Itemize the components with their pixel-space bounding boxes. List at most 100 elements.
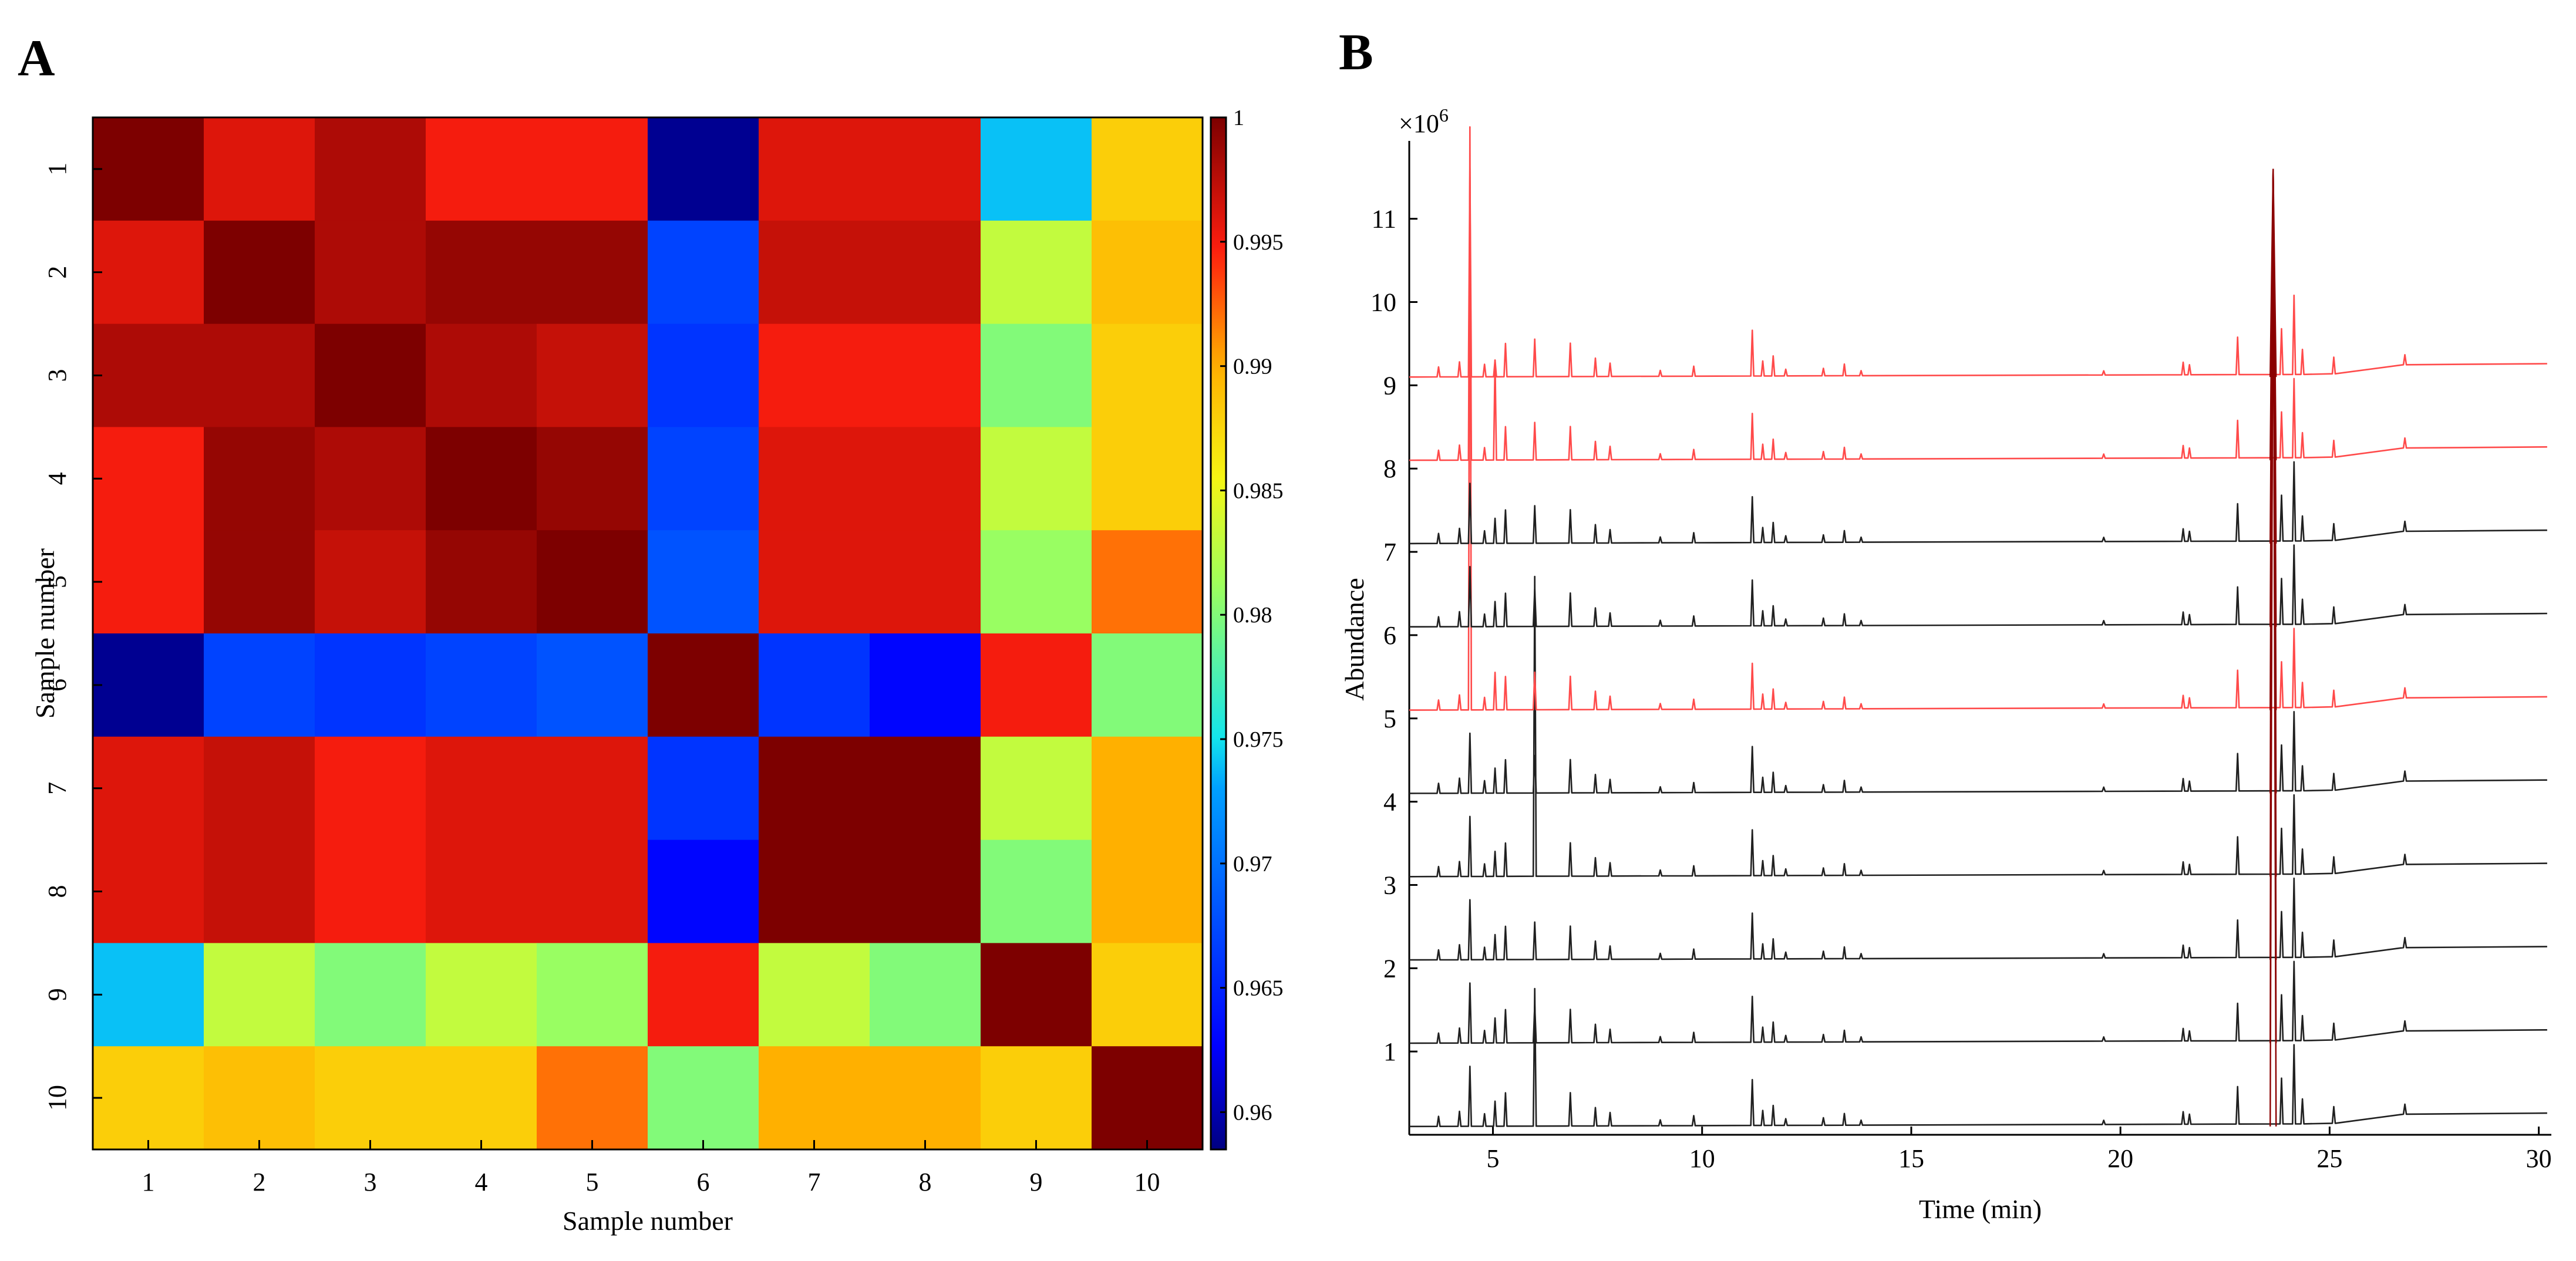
chromatogram-series-line	[1409, 877, 2547, 961]
heatmap-cell	[537, 1046, 648, 1150]
heatmap-cell	[315, 117, 426, 221]
heatmap-cell	[870, 530, 981, 634]
heatmap-cell	[537, 117, 648, 221]
heatmap-cell	[759, 839, 870, 943]
chromatogram-x-tick-label: 10	[1689, 1144, 1715, 1173]
heatmap-cell	[648, 839, 759, 943]
heatmap-x-tick-label: 8	[919, 1168, 932, 1196]
colorbar-gradient	[1211, 117, 1226, 1149]
heatmap-x-tick-label: 5	[586, 1168, 599, 1196]
heatmap-cell	[648, 117, 759, 221]
heatmap-cell	[315, 736, 426, 841]
chromatogram-series-line	[1409, 126, 2547, 711]
heatmap-cell	[315, 943, 426, 1047]
heatmap-cell	[537, 633, 648, 737]
chromatogram-y-tick-label: 11	[1372, 205, 1396, 234]
heatmap-cell	[1092, 117, 1203, 221]
heatmap-cell	[981, 220, 1092, 325]
heatmap-cell	[981, 117, 1092, 221]
heatmap-cell	[204, 736, 315, 841]
heatmap-cell	[204, 1046, 315, 1150]
heatmap-cell	[870, 633, 981, 737]
heatmap-y-tick-label: 7	[43, 782, 72, 795]
heatmap-cell	[426, 943, 537, 1047]
colorbar-frame	[1210, 116, 1227, 1151]
heatmap-cell	[1092, 1046, 1203, 1150]
chromatogram-x-tick-label: 25	[2316, 1144, 2342, 1173]
heatmap-y-tick-label: 4	[43, 472, 72, 485]
heatmap-cell	[93, 323, 204, 427]
y-multiplier-label: ×106	[1399, 104, 1449, 138]
heatmap-cell	[759, 323, 870, 427]
heatmap-cell	[315, 633, 426, 737]
heatmap-cell	[648, 530, 759, 634]
heatmap-x-tick-label: 4	[475, 1168, 488, 1196]
heatmap-cell	[537, 427, 648, 531]
heatmap-cell	[1092, 633, 1203, 737]
heatmap-cell	[759, 530, 870, 634]
chromatogram-y-tick-label: 5	[1383, 704, 1396, 733]
heatmap-cell	[1092, 220, 1203, 325]
heatmap-cell	[870, 1046, 981, 1150]
heatmap-cell	[426, 220, 537, 325]
heatmap-x-tick-label: 10	[1134, 1168, 1160, 1196]
heatmap-cell	[93, 633, 204, 737]
heatmap-cell	[870, 736, 981, 841]
colorbar-tick-label: 0.99	[1233, 355, 1272, 379]
heatmap-cell	[981, 839, 1092, 943]
chromatogram-y-tick-label: 1	[1383, 1037, 1396, 1066]
heatmap-y-tick-label: 1	[43, 163, 72, 176]
heatmap-cell	[315, 839, 426, 943]
heatmap-cell	[315, 323, 426, 427]
chromatogram-y-tick-label: 3	[1383, 871, 1396, 899]
heatmap-x-tick-label: 3	[364, 1168, 377, 1196]
heatmap-cell	[1092, 839, 1203, 943]
chromatogram-main-peak	[2269, 168, 2277, 377]
heatmap-cell	[315, 427, 426, 531]
heatmap-x-tick-label: 9	[1030, 1168, 1043, 1196]
heatmap-cell	[981, 1046, 1092, 1150]
colorbar-tick-label: 0.995	[1233, 230, 1284, 255]
y-multiplier-base: ×10	[1399, 109, 1439, 138]
chromatogram-y-tick-label: 4	[1383, 788, 1396, 817]
heatmap-cell	[93, 943, 204, 1047]
heatmap-cell	[93, 220, 204, 325]
chromatogram-series-line	[1409, 544, 2547, 628]
heatmap-cell	[981, 633, 1092, 737]
colorbar-tick-label: 0.96	[1233, 1100, 1272, 1125]
heatmap-cell	[648, 427, 759, 531]
heatmap-cell	[93, 839, 204, 943]
chromatogram-series-line	[1409, 176, 2547, 461]
heatmap-x-axis-label: Sample number	[563, 1206, 733, 1236]
heatmap-cell	[870, 117, 981, 221]
chromatogram-series-line	[1409, 987, 2547, 1128]
heatmap-cell	[537, 220, 648, 325]
chromatogram-series-line	[1409, 575, 2547, 878]
chromatogram-y-axis-label: Abundance	[1339, 578, 1369, 700]
heatmap-cell	[759, 943, 870, 1047]
heatmap-x-tick-label: 6	[697, 1168, 710, 1196]
heatmap-cell	[537, 839, 648, 943]
heatmap-x-tick-label: 2	[253, 1168, 266, 1196]
heatmap-cell	[870, 427, 981, 531]
heatmap-y-tick-label: 8	[43, 885, 72, 898]
chromatogram-y-tick-label: 10	[1371, 288, 1396, 317]
heatmap-y-tick-label: 10	[43, 1085, 72, 1111]
heatmap-cell	[204, 427, 315, 531]
heatmap-x-tick-label: 7	[808, 1168, 821, 1196]
heatmap-cell	[759, 220, 870, 325]
colorbar-tick-label: 1	[1233, 106, 1244, 130]
colorbar-tick-label: 0.975	[1233, 727, 1284, 752]
heatmap-cell	[537, 736, 648, 841]
heatmap-panel: 1 2 3 4 5 6 7 8 9 10 1 2 3 4 5 6 7 8 9 10 Sample number Sampl…	[30, 116, 1204, 1236]
chromatogram-series-line	[1409, 711, 2547, 794]
heatmap-cell	[426, 633, 537, 737]
heatmap-cell	[759, 633, 870, 737]
heatmap-cell	[648, 220, 759, 325]
heatmap-cell	[759, 427, 870, 531]
heatmap-cell	[1092, 323, 1203, 427]
heatmap-cell	[93, 1046, 204, 1150]
heatmap-cell	[759, 1046, 870, 1150]
heatmap-cell	[537, 530, 648, 634]
